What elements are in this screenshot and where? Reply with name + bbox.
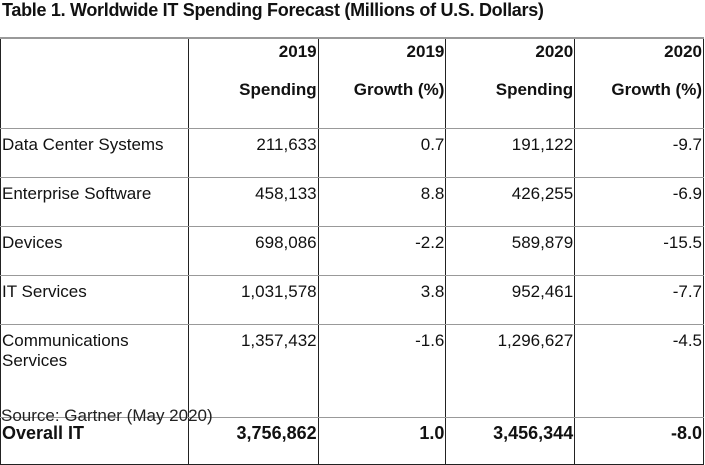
growth-2020-cell: -15.5 [574,226,704,276]
row-category: IT Services [0,275,189,325]
header-metric: Spending [239,80,317,99]
table-row: Data Center Systems 211,633 0.7 191,122 … [0,128,704,178]
growth-2020-cell: -4.5 [574,324,704,418]
growth-2019-cell: -2.2 [317,226,447,276]
spending-2020-cell: 589,879 [445,226,576,276]
source-note: Source: Gartner (May 2020) [1,406,213,425]
spending-2019-cell: 458,133 [187,177,319,227]
growth-2020-cell: -8.0 [574,417,704,465]
growth-2019-cell: 0.7 [317,128,447,178]
header-2020-growth: 2020 Growth (%) [574,37,704,129]
growth-2019-cell: -1.6 [317,324,447,418]
header-2019-spending: 2019 Spending [187,37,319,129]
table-row: IT Services 1,031,578 3.8 952,461 -7.7 [0,275,704,325]
row-category: Data Center Systems [0,128,189,178]
growth-2020-cell: -7.7 [574,275,704,325]
spending-2020-cell: 3,456,344 [445,417,576,465]
growth-2020-cell: -6.9 [574,177,704,227]
growth-2019-cell: 1.0 [317,417,447,465]
header-category [0,37,189,129]
table-title: Table 1. Worldwide IT Spending Forecast … [2,0,544,20]
spending-2019-cell: 698,086 [187,226,319,276]
spending-2019-cell: 1,031,578 [187,275,319,325]
it-spending-table: 2019 Spending 2019 Growth (%) 2020 Spending… [0,37,704,465]
growth-2019-cell: 3.8 [317,275,447,325]
row-category: Communications Services [0,324,189,418]
header-row: 2019 Spending 2019 Growth (%) 2020 Spending… [0,37,704,129]
table-row: Communications Services 1,357,432 -1.6 1,… [0,324,704,418]
header-year: 2019 [406,42,445,61]
header-2020-spending: 2020 Spending [445,37,576,129]
spending-2020-cell: 426,255 [445,177,576,227]
growth-2020-cell: -9.7 [574,128,704,178]
table-row: Enterprise Software 458,133 8.8 426,255 … [0,177,704,227]
spending-2019-cell: 1,357,432 [187,324,319,418]
header-2019-growth: 2019 Growth (%) [317,37,447,129]
header-metric: Spending [495,80,574,99]
row-category: Enterprise Software [0,177,189,227]
header-year: 2020 [664,42,702,61]
spending-2020-cell: 191,122 [445,128,576,178]
header-metric: Growth (%) [611,80,702,99]
spending-2019-cell: 211,633 [187,128,319,178]
spending-2020-cell: 1,296,627 [445,324,576,418]
row-category: Devices [0,226,189,276]
header-metric: Growth (%) [353,80,445,99]
header-year: 2019 [278,42,317,61]
growth-2019-cell: 8.8 [317,177,447,227]
table-row: Devices 698,086 -2.2 589,879 -15.5 [0,226,704,276]
spending-2020-cell: 952,461 [445,275,576,325]
header-year: 2020 [535,42,574,61]
